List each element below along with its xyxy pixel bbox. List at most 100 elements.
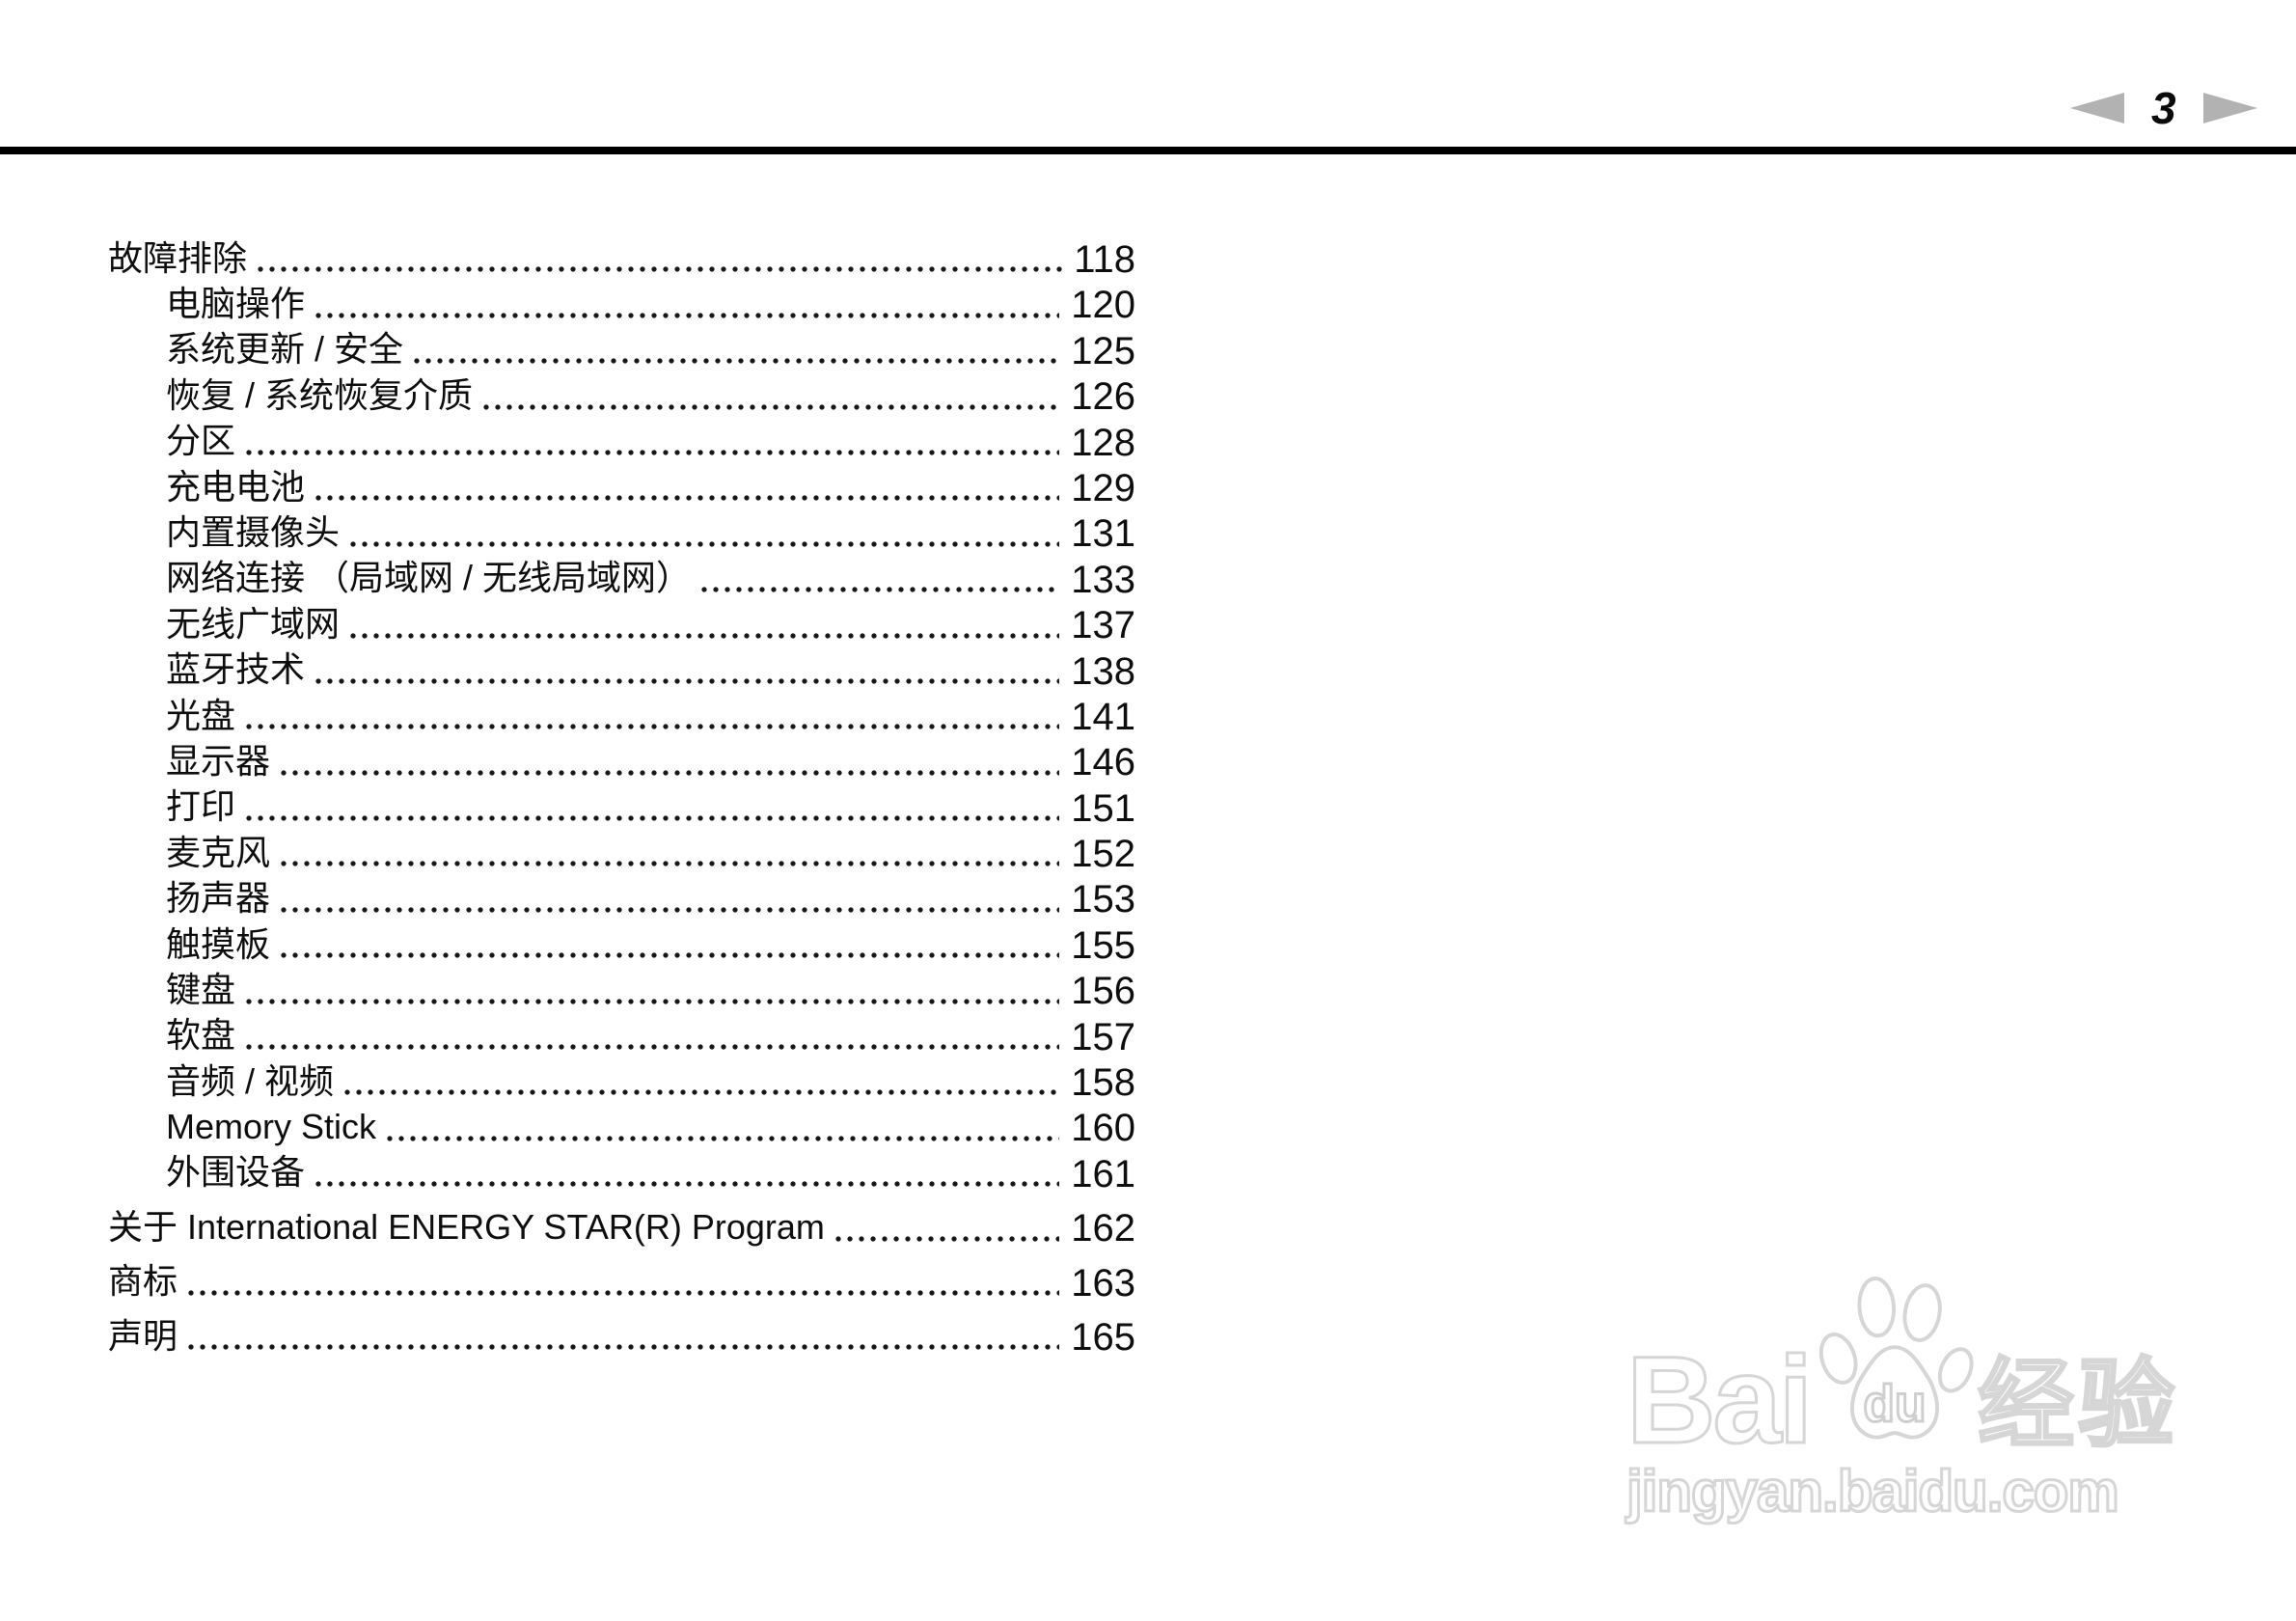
watermark-jingyan-text: 经验 [1977, 1351, 2179, 1459]
toc-entry-label: 声明 [108, 1315, 178, 1356]
next-page-arrow-icon[interactable] [2202, 93, 2257, 124]
toc-entry[interactable]: Memory Stick 160 [108, 1099, 1135, 1147]
watermark-brand-row: Bai du 经验 [1625, 1274, 2186, 1470]
toc-dot-leader [832, 1234, 1060, 1243]
toc-entry[interactable]: 扬声器 153 [108, 870, 1135, 921]
toc-entry[interactable]: 显示器 146 [108, 733, 1135, 784]
previous-page-arrow-icon[interactable] [2070, 93, 2124, 124]
toc-entry[interactable]: 系统更新 / 安全 125 [108, 322, 1135, 372]
toc-entry-label: 打印 [166, 786, 236, 827]
toc-entry-label: 恢复 / 系统恢复介质 [166, 374, 474, 415]
toc-dot-leader [243, 1043, 1060, 1052]
toc-entry[interactable]: 打印 151 [108, 780, 1135, 830]
toc-entry[interactable]: 商标 163 [108, 1254, 1135, 1305]
toc-entry-page-number: 126 [1071, 375, 1135, 419]
toc-entry-label: 显示器 [166, 740, 271, 781]
toc-entry[interactable]: 分区 128 [108, 414, 1135, 464]
toc-entry-label: 商标 [108, 1261, 178, 1302]
toc-entry-label: 故障排除 [108, 237, 248, 278]
toc-entry[interactable]: 内置摄像头 131 [108, 505, 1135, 556]
toc-entry-page-number: 152 [1071, 833, 1135, 876]
toc-entry-page-number: 161 [1071, 1152, 1135, 1195]
toc-entry-label: 麦克风 [166, 832, 271, 872]
toc-entry-page-number: 137 [1071, 604, 1135, 647]
watermark-site-url: jingyan.baidu.com [1626, 1459, 2121, 1524]
toc-entry[interactable]: 键盘 156 [108, 962, 1135, 1013]
toc-entry-label: 蓝牙技术 [166, 649, 306, 690]
toc-dot-leader [480, 402, 1060, 411]
toc-entry-label: 电脑操作 [166, 284, 306, 324]
toc-dot-leader [313, 676, 1060, 685]
toc-dot-leader [185, 1343, 1060, 1352]
toc-entry-label: 无线广域网 [166, 603, 341, 644]
toc-entry-label: 触摸板 [166, 923, 271, 964]
toc-entry[interactable]: 故障排除 118 [108, 231, 1135, 281]
watermark-bai-text: Bai [1625, 1331, 1814, 1470]
toc-entry-page-number: 120 [1071, 284, 1135, 327]
toc-dot-leader [243, 723, 1060, 731]
toc-entry-label: 充电电池 [166, 466, 306, 507]
toc-entry-page-number: 125 [1071, 329, 1135, 372]
toc-entry[interactable]: 电脑操作 120 [108, 276, 1135, 327]
toc-entry[interactable]: 麦克风 152 [108, 825, 1135, 876]
toc-entry[interactable]: 声明 165 [108, 1308, 1135, 1357]
toc-entry[interactable]: 软盘 157 [108, 1008, 1135, 1058]
toc-dot-leader [698, 586, 1060, 594]
toc-entry[interactable]: 恢复 / 系统恢复介质 126 [108, 368, 1135, 419]
toc-entry-page-number: 141 [1071, 695, 1135, 738]
toc-entry[interactable]: 无线广域网 137 [108, 596, 1135, 647]
toc-entry-label: 分区 [166, 421, 236, 461]
toc-dot-leader [347, 631, 1060, 640]
table-of-contents: 故障排除 118 电脑操作 120 系统更新 / 安全 125 恢复 / 系统恢… [108, 231, 1135, 1357]
toc-entry-label: 关于 International ENERGY STAR(R) Program [108, 1206, 825, 1247]
toc-dot-leader [313, 494, 1060, 503]
toc-entry[interactable]: 关于 International ENERGY STAR(R) Program … [108, 1199, 1135, 1250]
toc-entry-page-number: 133 [1071, 558, 1135, 601]
toc-entry-page-number: 156 [1071, 970, 1135, 1013]
toc-dot-leader [278, 951, 1060, 960]
toc-dot-leader [411, 357, 1060, 366]
toc-entry-page-number: 146 [1071, 741, 1135, 784]
toc-entry[interactable]: 外围设备 161 [108, 1145, 1135, 1195]
toc-entry-page-number: 151 [1071, 786, 1135, 830]
toc-entry-label: 外围设备 [166, 1152, 306, 1193]
toc-entry-label: 光盘 [166, 695, 236, 735]
toc-entry[interactable]: 蓝牙技术 138 [108, 643, 1135, 693]
toc-entry-page-number: 153 [1071, 878, 1135, 921]
toc-entry-page-number: 162 [1071, 1207, 1135, 1250]
toc-entry-page-number: 155 [1071, 923, 1135, 967]
toc-entry-label: 内置摄像头 [166, 512, 341, 553]
toc-entry-page-number: 163 [1071, 1261, 1135, 1305]
toc-dot-leader [255, 265, 1063, 274]
toc-entry-page-number: 118 [1074, 238, 1135, 281]
toc-dot-leader [243, 814, 1060, 823]
toc-entry-label: 系统更新 / 安全 [166, 329, 404, 370]
toc-dot-leader [313, 1180, 1060, 1189]
toc-entry-page-number: 128 [1071, 421, 1135, 464]
toc-entry-page-number: 157 [1071, 1015, 1135, 1058]
toc-entry-page-number: 131 [1071, 512, 1135, 556]
header-divider-rule [0, 147, 2296, 154]
toc-entry-page-number: 158 [1071, 1061, 1135, 1105]
toc-dot-leader [342, 1088, 1060, 1097]
baidu-jingyan-watermark: Bai du 经验 jingyan.baidu.com [1625, 1274, 2186, 1524]
toc-entry-page-number: 138 [1071, 649, 1135, 693]
page-navigation: 3 [2070, 86, 2257, 130]
toc-entry[interactable]: 音频 / 视频 158 [108, 1054, 1135, 1105]
toc-dot-leader [347, 539, 1060, 548]
toc-entry-label: 软盘 [166, 1015, 236, 1056]
toc-dot-leader [384, 1134, 1060, 1142]
toc-dot-leader [313, 311, 1060, 319]
toc-dot-leader [243, 448, 1060, 456]
toc-entry-label: Memory Stick [166, 1107, 377, 1147]
toc-entry-label: 音频 / 视频 [166, 1060, 335, 1101]
toc-entry[interactable]: 网络连接 （局域网 / 无线局域网） 133 [108, 551, 1135, 601]
toc-entry[interactable]: 光盘 141 [108, 688, 1135, 738]
toc-entry[interactable]: 触摸板 155 [108, 917, 1135, 967]
toc-entry-label: 键盘 [166, 969, 236, 1009]
toc-entry-page-number: 129 [1071, 466, 1135, 509]
toc-dot-leader [278, 768, 1060, 777]
toc-dot-leader [278, 860, 1060, 868]
toc-entry[interactable]: 充电电池 129 [108, 459, 1135, 509]
